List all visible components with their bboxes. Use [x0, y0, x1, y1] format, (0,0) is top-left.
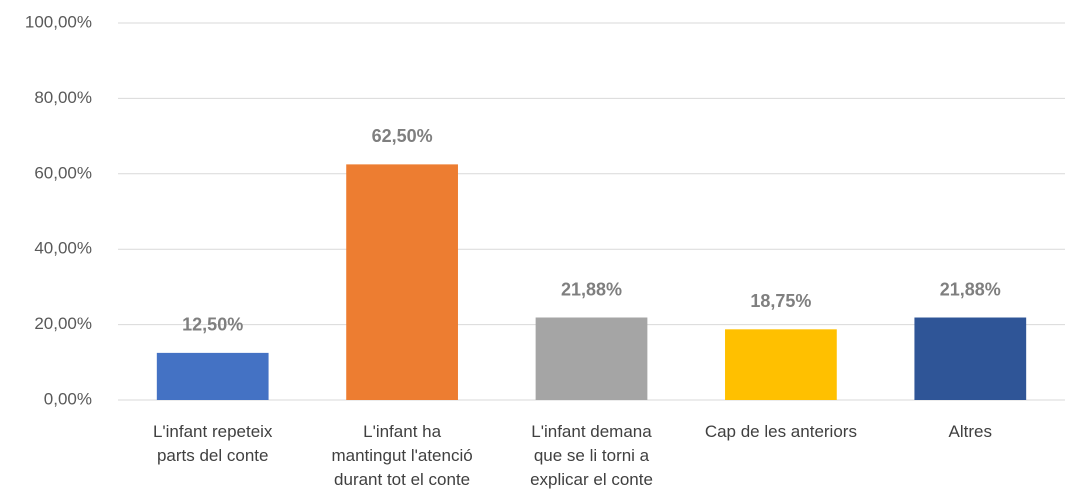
x-tick-label: L'infant ha mantingut l'atenció durant t… — [331, 422, 473, 489]
bar — [914, 317, 1027, 400]
bar — [156, 352, 269, 400]
x-tick-label: Cap de les anteriors — [704, 422, 857, 441]
bar — [346, 164, 458, 400]
y-tick-label: 0,00% — [44, 389, 92, 408]
x-tick-label: L'infant repeteix parts del conte — [152, 422, 273, 465]
y-tick-label: 80,00% — [34, 88, 92, 107]
bar — [725, 329, 837, 400]
y-tick-label: 40,00% — [34, 239, 92, 258]
value-label: 12,50% — [182, 315, 243, 335]
value-label: 62,50% — [372, 126, 433, 146]
y-tick-label: 100,00% — [25, 12, 92, 31]
value-label: 21,88% — [940, 279, 1001, 299]
x-tick-label: L'infant demana que se li torni a explic… — [530, 422, 653, 489]
value-label: 21,88% — [561, 279, 622, 299]
x-tick-label: Altres — [948, 422, 993, 441]
value-label: 18,75% — [750, 291, 811, 311]
y-tick-label: 20,00% — [34, 314, 92, 333]
y-tick-label: 60,00% — [34, 163, 92, 182]
bar — [535, 317, 648, 400]
